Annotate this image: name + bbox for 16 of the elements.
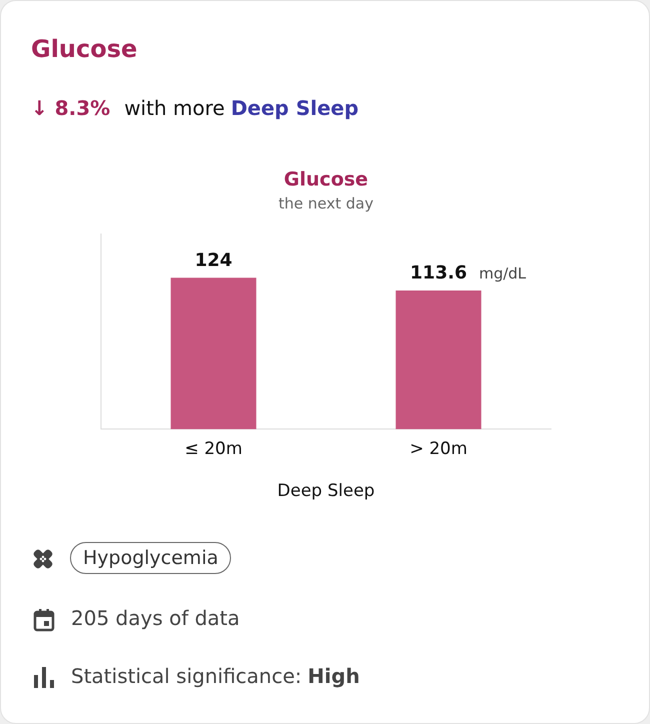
text: Hypoglycemia — [70, 542, 232, 574]
data-label: 113.6 — [410, 262, 467, 284]
text: High — [308, 664, 360, 688]
chart-title: Glucose — [284, 168, 368, 190]
text: Glucose — [31, 35, 138, 63]
text: Deep Sleep — [230, 96, 359, 120]
annotation: mg/dL — [478, 264, 527, 282]
text: 205 days of data — [71, 606, 240, 630]
text: Statistical significance: — [71, 664, 302, 688]
text: with more — [124, 96, 225, 120]
x-tick-label: > 20m — [410, 438, 468, 459]
chart-subtitle: the next day — [278, 194, 374, 213]
x-tick-label: ≤ 20m — [184, 438, 242, 459]
data-label: 124 — [194, 250, 232, 271]
x-axis-title: Deep Sleep — [277, 481, 375, 502]
text: ↓ 8.3% — [31, 96, 110, 120]
